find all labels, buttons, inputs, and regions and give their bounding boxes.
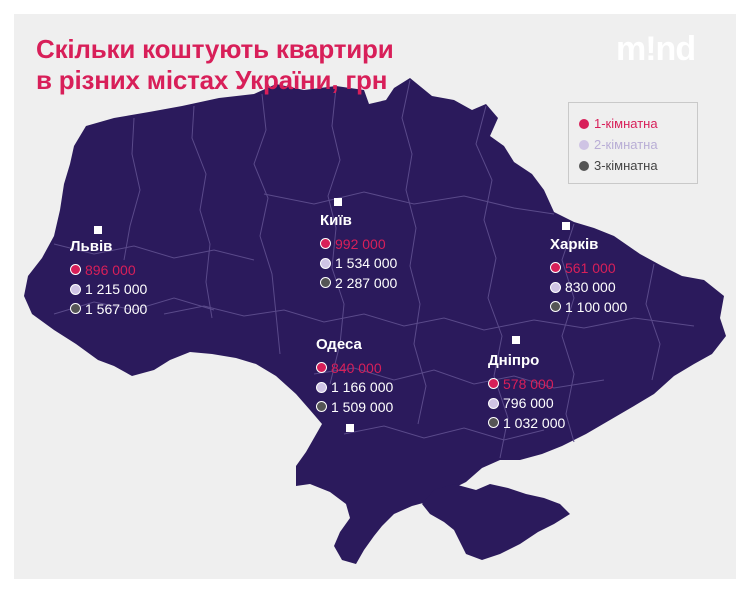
dot-1-room-icon bbox=[316, 362, 327, 374]
mind-logo: m!nd bbox=[616, 30, 696, 68]
city-name: Дніпро bbox=[488, 352, 540, 369]
city-marker-kyiv bbox=[334, 198, 342, 206]
city-block-kyiv: Київ 992 000 1 534 000 2 287 000 bbox=[320, 212, 397, 293]
legend-label: 1-кімнатна bbox=[594, 116, 658, 131]
price-3-room: 1 567 000 bbox=[70, 299, 147, 319]
dot-2-room-icon bbox=[316, 381, 327, 393]
price-1-room: 840 000 bbox=[316, 358, 393, 378]
price-value: 840 000 bbox=[331, 359, 382, 376]
price-2-room: 796 000 bbox=[488, 394, 565, 414]
ukraine-mainland bbox=[24, 78, 726, 564]
city-block-kharkiv: Харків 561 000 830 000 1 100 000 bbox=[550, 236, 627, 317]
price-value: 1 509 000 bbox=[331, 398, 394, 415]
legend-label: 2-кімнатна bbox=[594, 137, 658, 152]
price-1-room: 578 000 bbox=[488, 374, 565, 394]
legend-dot-1-room-icon bbox=[579, 118, 589, 129]
city-block-odesa: Одеса 840 000 1 166 000 1 509 000 bbox=[316, 336, 393, 417]
legend-item-3-room: 3-кімнатна bbox=[579, 155, 697, 176]
dot-2-room-icon bbox=[70, 283, 81, 295]
dot-3-room-icon bbox=[70, 303, 81, 315]
price-3-room: 1 509 000 bbox=[316, 397, 393, 417]
dot-1-room-icon bbox=[488, 378, 499, 390]
dot-2-room-icon bbox=[320, 257, 331, 269]
price-2-room: 830 000 bbox=[550, 278, 627, 298]
city-block-dnipro: Дніпро 578 000 796 000 1 032 000 bbox=[488, 352, 565, 433]
price-3-room: 1 100 000 bbox=[550, 297, 627, 317]
city-marker-kharkiv bbox=[562, 222, 570, 230]
price-value: 2 287 000 bbox=[335, 274, 398, 291]
dot-1-room-icon bbox=[70, 264, 81, 276]
city-marker-lviv bbox=[94, 226, 102, 234]
legend-label: 3-кімнатна bbox=[594, 158, 658, 173]
city-marker-dnipro bbox=[512, 336, 520, 344]
legend-dot-2-room-icon bbox=[579, 139, 589, 150]
price-value: 561 000 bbox=[565, 259, 616, 276]
price-3-room: 2 287 000 bbox=[320, 273, 397, 293]
price-2-room: 1 215 000 bbox=[70, 280, 147, 300]
dot-3-room-icon bbox=[550, 301, 561, 313]
price-value: 1 100 000 bbox=[565, 298, 628, 315]
dot-1-room-icon bbox=[320, 238, 331, 250]
ukraine-map bbox=[24, 78, 726, 564]
region-borders bbox=[53, 79, 695, 459]
legend-item-1-room: 1-кімнатна bbox=[579, 113, 697, 134]
dot-3-room-icon bbox=[316, 401, 327, 413]
price-value: 578 000 bbox=[503, 375, 554, 392]
dot-3-room-icon bbox=[320, 277, 331, 289]
price-value: 1 166 000 bbox=[331, 379, 394, 396]
price-value: 796 000 bbox=[503, 395, 554, 412]
page-title: Скільки коштують квартири в різних міста… bbox=[36, 34, 394, 96]
infographic-card: Скільки коштують квартири в різних міста… bbox=[14, 14, 736, 579]
dot-2-room-icon bbox=[550, 281, 561, 293]
price-value: 1 534 000 bbox=[335, 255, 398, 272]
price-value: 1 032 000 bbox=[503, 414, 566, 431]
legend: 1-кімнатна 2-кімнатна 3-кімнатна bbox=[568, 102, 698, 184]
city-block-lviv: Львів 896 000 1 215 000 1 567 000 bbox=[70, 238, 147, 319]
city-name: Одеса bbox=[316, 336, 362, 353]
price-3-room: 1 032 000 bbox=[488, 413, 565, 433]
price-1-room: 561 000 bbox=[550, 258, 627, 278]
title-line-2: в різних містах України, грн bbox=[36, 65, 388, 95]
price-value: 896 000 bbox=[85, 261, 136, 278]
city-name: Харків bbox=[550, 236, 599, 253]
dot-1-room-icon bbox=[550, 262, 561, 274]
price-value: 830 000 bbox=[565, 279, 616, 296]
price-1-room: 896 000 bbox=[70, 260, 147, 280]
title-line-1: Скільки коштують квартири bbox=[36, 34, 394, 64]
crimea bbox=[422, 484, 570, 560]
city-marker-odesa bbox=[346, 424, 354, 432]
dot-3-room-icon bbox=[488, 417, 499, 429]
dot-2-room-icon bbox=[488, 397, 499, 409]
price-1-room: 992 000 bbox=[320, 234, 397, 254]
city-name: Київ bbox=[320, 212, 352, 229]
legend-dot-3-room-icon bbox=[579, 160, 589, 171]
city-name: Львів bbox=[70, 238, 113, 255]
legend-item-2-room: 2-кімнатна bbox=[579, 134, 697, 155]
price-value: 992 000 bbox=[335, 235, 386, 252]
price-2-room: 1 534 000 bbox=[320, 254, 397, 274]
price-value: 1 567 000 bbox=[85, 300, 148, 317]
price-2-room: 1 166 000 bbox=[316, 378, 393, 398]
price-value: 1 215 000 bbox=[85, 281, 148, 298]
